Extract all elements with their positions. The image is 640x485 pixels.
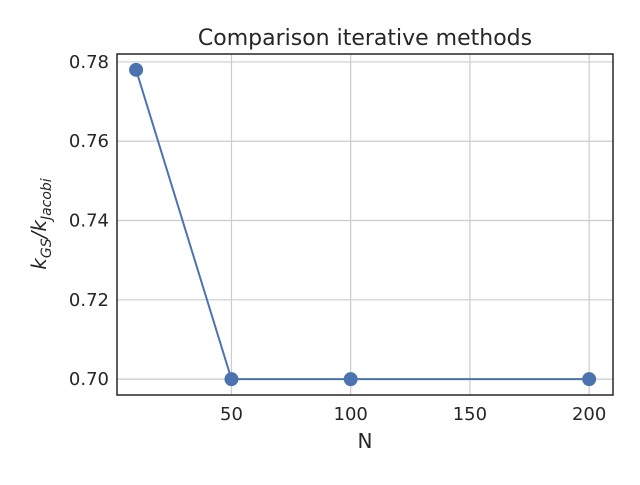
x-tick-label: 100 bbox=[334, 404, 368, 425]
y-tick-label: 0.78 bbox=[69, 52, 109, 73]
x-tick-labels: 50 100 150 200 bbox=[220, 404, 606, 425]
series-layer bbox=[129, 62, 597, 387]
x-axis-label: N bbox=[358, 429, 373, 453]
plot-frame bbox=[116, 53, 614, 396]
data-point bbox=[582, 372, 597, 387]
y-tick-label: 0.70 bbox=[69, 369, 109, 390]
y-axis-label-sep-sub: Jacobi bbox=[39, 178, 55, 223]
y-tick-label: 0.74 bbox=[69, 211, 109, 232]
series-line bbox=[135, 69, 590, 381]
y-axis-label-main: k bbox=[27, 257, 51, 270]
grid bbox=[117, 54, 613, 395]
y-tick-label: 0.76 bbox=[69, 131, 109, 152]
data-point bbox=[343, 372, 358, 387]
y-axis-label: kGS/kJacobi bbox=[27, 178, 55, 270]
y-axis-label-sep: /k bbox=[27, 219, 51, 241]
data-point bbox=[129, 62, 144, 77]
data-point bbox=[224, 372, 239, 387]
x-tick-label: 150 bbox=[453, 404, 487, 425]
x-tick-label: 200 bbox=[572, 404, 606, 425]
x-tick-label: 50 bbox=[220, 404, 243, 425]
y-tick-label: 0.72 bbox=[69, 290, 109, 311]
chart-title: Comparison iterative methods bbox=[198, 26, 532, 51]
y-tick-labels: 0.70 0.72 0.74 0.76 0.78 bbox=[69, 52, 109, 390]
y-axis-label-main-sub: GS bbox=[39, 238, 55, 258]
